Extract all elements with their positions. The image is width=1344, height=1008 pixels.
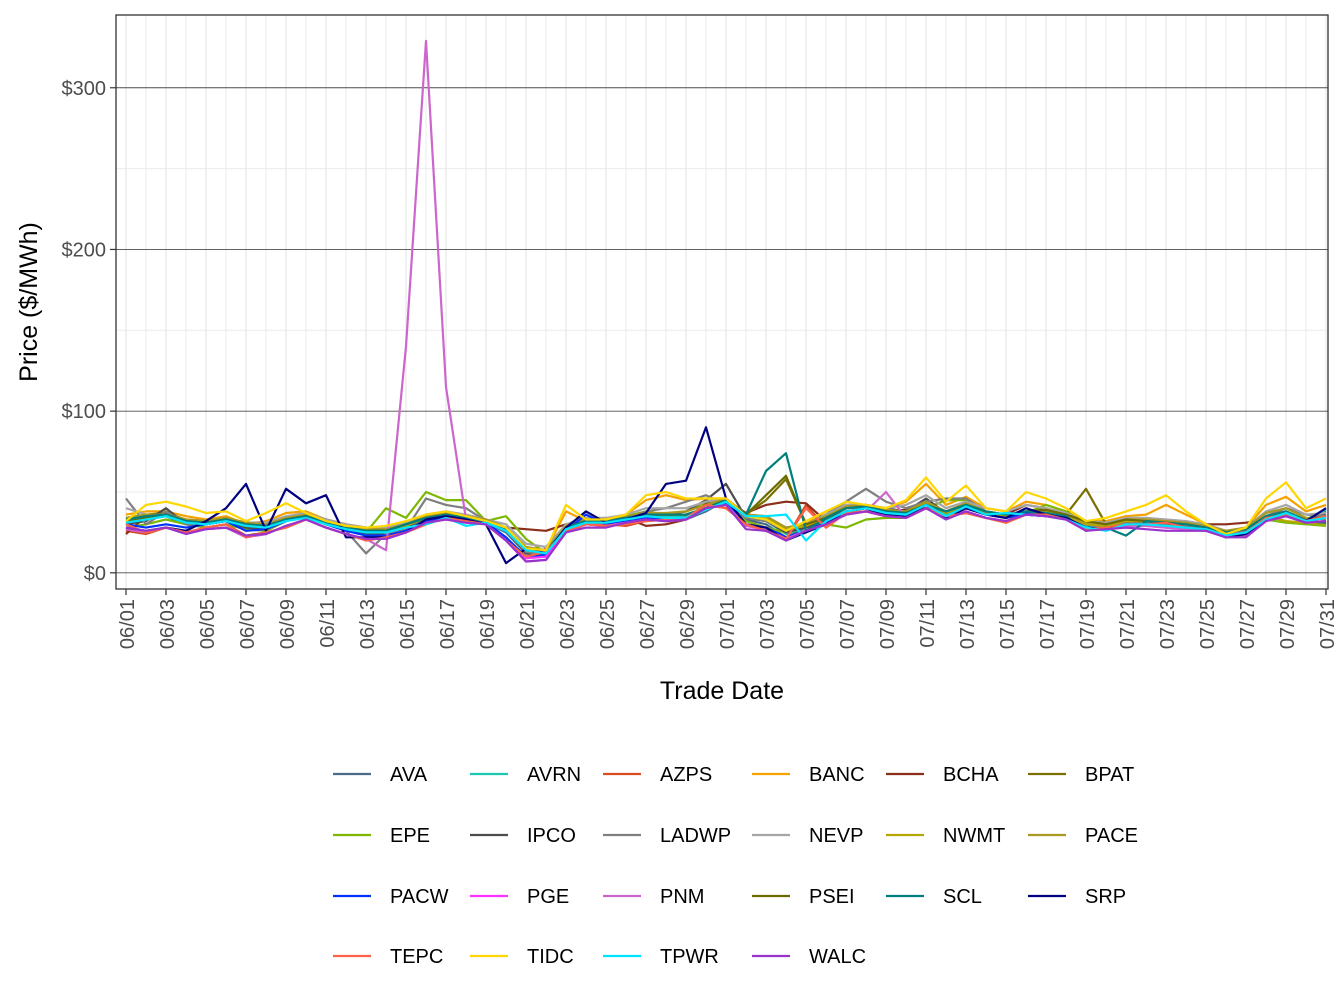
x-tick-label: 06/23 [557, 599, 579, 649]
x-tick-label: 06/07 [237, 599, 259, 649]
x-tick-label: 07/21 [1117, 599, 1139, 649]
legend-label-pacw: PACW [390, 886, 449, 908]
legend-label-bcha: BCHA [943, 764, 999, 786]
x-tick-label: 07/17 [1037, 599, 1059, 649]
legend-label-nevp: NEVP [809, 825, 863, 847]
x-tick-label: 07/11 [917, 599, 939, 648]
legend-label-pge: PGE [527, 886, 569, 908]
x-axis-title: Trade Date [660, 677, 784, 705]
legend-label-pace: PACE [1085, 825, 1138, 847]
panel-border [115, 14, 1329, 590]
legend-label-srp: SRP [1085, 886, 1126, 908]
x-tick-label: 06/03 [157, 599, 179, 649]
x-tick-label: 07/05 [797, 599, 819, 649]
x-tick-label: 06/01 [117, 599, 139, 649]
x-tick-label: 07/09 [877, 599, 899, 649]
series-line-tpwr [125, 500, 1327, 555]
legend-label-azps: AZPS [660, 764, 712, 786]
x-tick-label: 07/27 [1237, 599, 1259, 649]
y-tick-label: $100 [62, 401, 107, 423]
y-axis: $0 $100 $200 $300 [62, 78, 116, 585]
x-tick-label: 06/11 [317, 599, 339, 648]
x-tick-label: 06/25 [597, 599, 619, 649]
legend-label-ava: AVA [390, 764, 428, 786]
x-tick-label: 06/29 [677, 599, 699, 649]
x-tick-label: 06/17 [437, 599, 459, 649]
x-tick-label: 07/03 [757, 599, 779, 649]
y-axis-title: Price ($/MWh) [15, 222, 43, 382]
legend-label-avrn: AVRN [527, 764, 581, 786]
x-tick-label: 07/23 [1157, 599, 1179, 649]
x-tick-label: 07/15 [997, 599, 1019, 649]
series-line-walc [125, 503, 1327, 563]
x-tick-label: 06/09 [277, 599, 299, 649]
x-tick-label: 06/13 [357, 599, 379, 649]
legend-label-walc: WALC [809, 946, 866, 968]
legend: AVA AVRN AZPS BANC BCHA BPAT EPE IPCO LADWP NEVP N… [333, 764, 1138, 968]
y-tick-label: $300 [62, 78, 107, 100]
legend-label-tpwr: TPWR [660, 946, 719, 968]
plot-border [115, 14, 1329, 590]
x-tick-label: 07/31 [1317, 599, 1339, 649]
x-tick-label: 06/19 [477, 599, 499, 649]
series-line-tidc [125, 476, 1327, 552]
x-tick-label: 06/27 [637, 599, 659, 649]
legend-label-pnm: PNM [660, 886, 704, 908]
legend-label-psei: PSEI [809, 886, 855, 908]
x-tick-label: 06/05 [197, 599, 219, 649]
x-tick-label: 07/07 [837, 599, 859, 649]
legend-label-scl: SCL [943, 886, 982, 908]
legend-label-ladwp: LADWP [660, 825, 731, 847]
x-tick-label: 06/21 [517, 599, 539, 649]
x-tick-label: 07/25 [1197, 599, 1219, 649]
legend-label-bpat: BPAT [1085, 764, 1134, 786]
legend-label-tepc: TEPC [390, 946, 443, 968]
y-tick-label: $0 [84, 563, 106, 585]
x-tick-label: 07/29 [1277, 599, 1299, 649]
x-tick-label: 07/01 [717, 599, 739, 649]
x-tick-label: 07/19 [1077, 599, 1099, 649]
legend-label-epe: EPE [390, 825, 430, 847]
x-tick-label: 07/13 [957, 599, 979, 649]
x-tick-label: 06/15 [397, 599, 419, 649]
legend-label-tidc: TIDC [527, 946, 574, 968]
legend-label-ipco: IPCO [527, 825, 576, 847]
legend-label-nwmt: NWMT [943, 825, 1005, 847]
major-gridlines [116, 15, 1328, 589]
x-axis: 06/01 06/03 06/05 06/07 06/09 06/11 06/13 06/15… [117, 589, 1339, 649]
series-lines [125, 39, 1327, 565]
legend-label-banc: BANC [809, 764, 865, 786]
y-tick-label: $200 [62, 239, 107, 261]
